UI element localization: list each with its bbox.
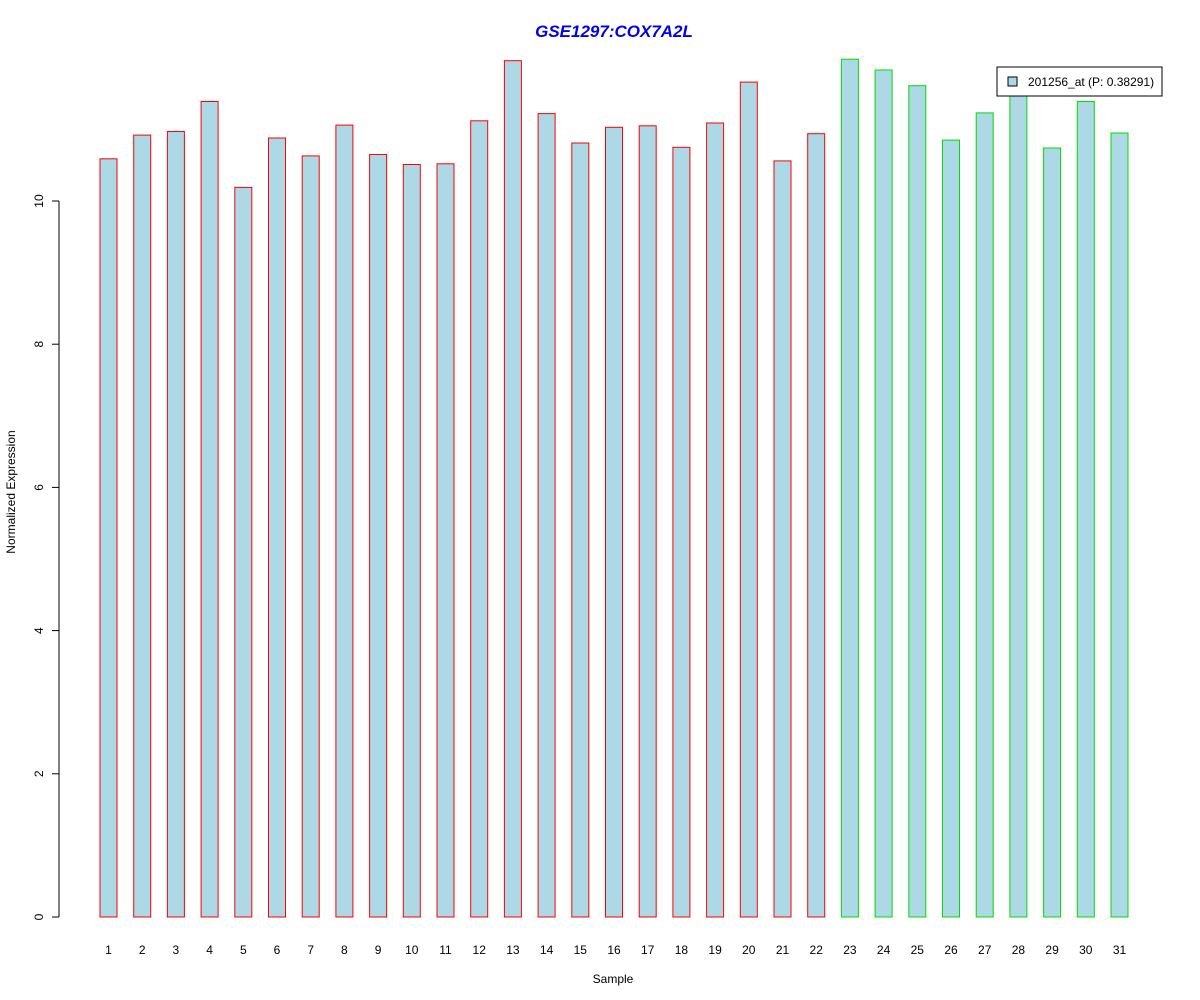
x-tick-label: 15	[574, 943, 588, 957]
bar-sample-10	[402, 164, 421, 918]
x-tick-label: 16	[607, 943, 621, 957]
x-tick-label: 13	[506, 943, 520, 957]
x-tick-label: 6	[274, 943, 281, 957]
bar-sample-13	[503, 60, 522, 918]
legend-swatch	[1007, 76, 1018, 87]
x-tick-label: 24	[877, 943, 891, 957]
bar-sample-26	[942, 139, 960, 918]
bar-sample-29	[1043, 147, 1062, 918]
x-tick-label: 1	[105, 943, 112, 957]
bar-sample-2	[133, 134, 152, 918]
bar-sample-20	[739, 81, 758, 918]
bar-sample-25	[908, 85, 927, 918]
bar-sample-22	[807, 133, 826, 918]
x-tick-label: 5	[240, 943, 247, 957]
y-axis: 0 2 4 6 8 10	[32, 194, 60, 920]
x-tick-label: 18	[675, 943, 689, 957]
chart-title: GSE1297:COX7A2L	[535, 22, 693, 41]
x-tick-label: 26	[944, 943, 958, 957]
y-axis-label: Normalized Expression	[4, 430, 18, 553]
x-tick-label: 3	[173, 943, 180, 957]
bar-sample-14	[537, 113, 556, 918]
bar-sample-24	[874, 69, 893, 918]
x-tick-label: 25	[911, 943, 925, 957]
bar-sample-7	[301, 155, 320, 918]
legend-label: 201256_at (P: 0.38291)	[1028, 75, 1154, 89]
x-tick-label: 30	[1079, 943, 1093, 957]
bar-sample-31	[1110, 132, 1129, 918]
bar-sample-16	[605, 126, 623, 918]
bar-sample-11	[436, 163, 455, 918]
x-tick-label: 12	[473, 943, 487, 957]
x-tick-label: 22	[810, 943, 824, 957]
x-tick-label: 2	[139, 943, 146, 957]
legend: 201256_at (P: 0.38291)	[996, 66, 1163, 97]
y-tick-label: 0	[32, 913, 46, 920]
bars-group	[99, 58, 1129, 918]
bar-sample-28	[1009, 91, 1028, 918]
bar-sample-19	[706, 122, 725, 918]
x-tick-label: 29	[1045, 943, 1059, 957]
x-tick-label: 19	[708, 943, 722, 957]
bar-sample-18	[672, 146, 691, 918]
bar-sample-30	[1076, 101, 1095, 918]
y-tick-label: 2	[32, 770, 46, 777]
bar-sample-21	[773, 160, 792, 918]
x-tick-label: 11	[439, 943, 452, 957]
x-tick-label: 4	[206, 943, 213, 957]
bar-sample-4	[200, 101, 219, 918]
x-tick-label: 10	[405, 943, 419, 957]
bar-sample-23	[840, 58, 859, 918]
bar-sample-12	[470, 120, 489, 918]
x-tick-label: 8	[341, 943, 348, 957]
bar-sample-15	[571, 142, 590, 918]
x-tick-label: 7	[307, 943, 314, 957]
y-tick-label: 6	[32, 484, 46, 491]
bar-sample-8	[335, 124, 354, 918]
bar-sample-5	[234, 186, 253, 918]
x-tick-label: 28	[1012, 943, 1026, 957]
x-tick-label: 27	[978, 943, 992, 957]
bar-sample-27	[975, 112, 994, 918]
bar-sample-1	[99, 158, 118, 918]
x-tick-label: 20	[742, 943, 756, 957]
y-tick-label: 10	[32, 194, 46, 208]
x-axis-ticks: 1 2 3 4 5 6 7 8 9 10 11 12 13 14 15 16 17 18 19 20 21 22 23 24 2…	[105, 943, 1126, 957]
x-tick-label: 17	[641, 943, 655, 957]
x-axis-label: Sample	[593, 972, 634, 986]
y-tick-label: 8	[32, 341, 46, 348]
x-tick-label: 21	[776, 943, 790, 957]
bar-sample-9	[369, 154, 388, 918]
bar-sample-6	[268, 137, 286, 918]
y-tick-label: 4	[32, 627, 46, 634]
x-tick-label: 31	[1113, 943, 1127, 957]
x-tick-label: 23	[843, 943, 857, 957]
x-tick-label: 9	[375, 943, 382, 957]
bar-sample-3	[166, 131, 185, 918]
bar-sample-17	[638, 125, 657, 918]
x-tick-label: 14	[540, 943, 554, 957]
legend-box	[996, 66, 1163, 97]
